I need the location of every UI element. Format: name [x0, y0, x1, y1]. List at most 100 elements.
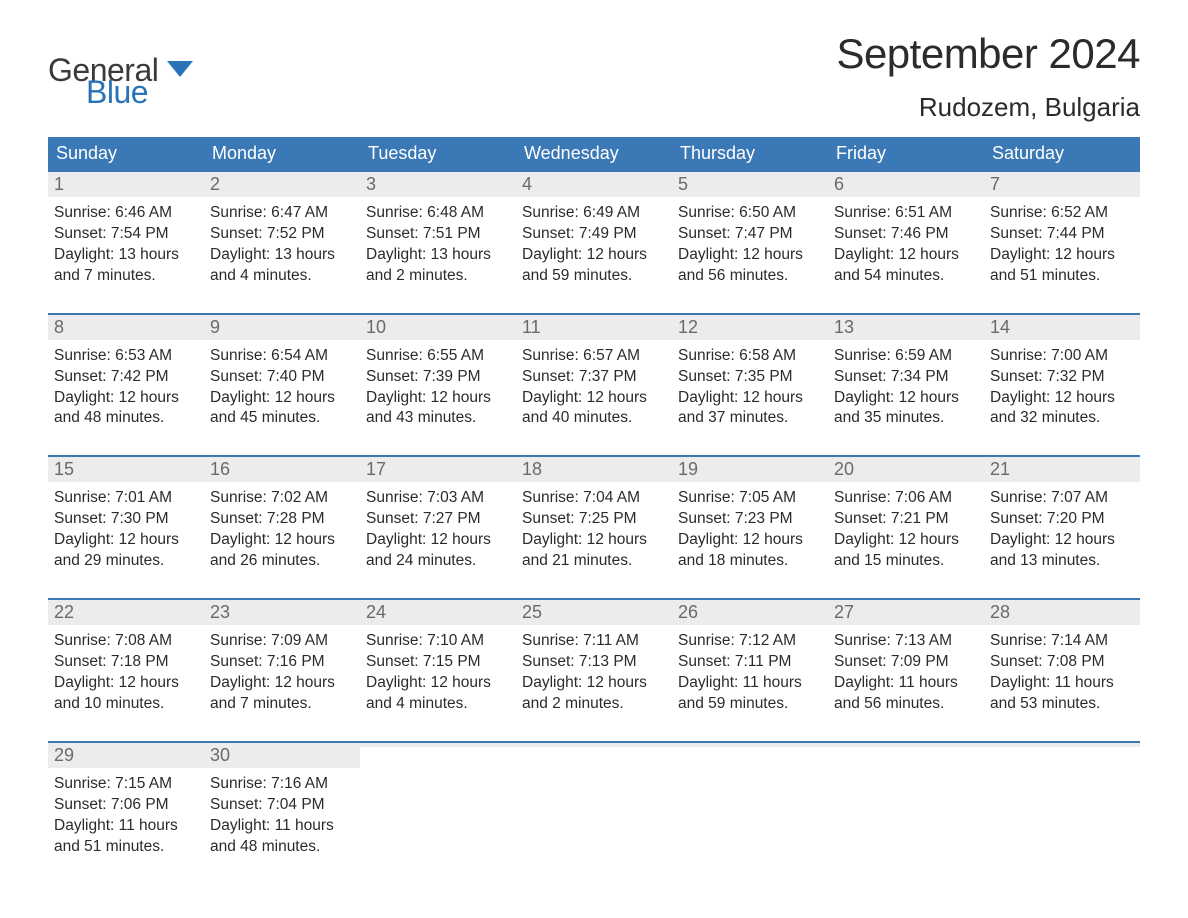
day-number: 23 — [210, 602, 230, 622]
day-number-row: 17 — [360, 457, 516, 482]
week-row: 29Sunrise: 7:15 AMSunset: 7:06 PMDayligh… — [48, 741, 1140, 866]
day-cell: 28Sunrise: 7:14 AMSunset: 7:08 PMDayligh… — [984, 600, 1140, 723]
day-cell: 23Sunrise: 7:09 AMSunset: 7:16 PMDayligh… — [204, 600, 360, 723]
day-body: Sunrise: 7:07 AMSunset: 7:20 PMDaylight:… — [984, 482, 1140, 580]
day-number-row: 28 — [984, 600, 1140, 625]
day-cell — [828, 743, 984, 866]
daylight-text: Daylight: 12 hours and 43 minutes. — [366, 388, 508, 430]
day-number-row: 24 — [360, 600, 516, 625]
sunset-text: Sunset: 7:44 PM — [990, 224, 1132, 245]
day-body: Sunrise: 6:52 AMSunset: 7:44 PMDaylight:… — [984, 197, 1140, 295]
sunrise-text: Sunrise: 6:57 AM — [522, 346, 664, 367]
day-cell — [360, 743, 516, 866]
day-number: 1 — [54, 174, 64, 194]
daylight-text: Daylight: 11 hours and 48 minutes. — [210, 816, 352, 858]
logo: General Blue — [48, 56, 193, 107]
daylight-text: Daylight: 12 hours and 37 minutes. — [678, 388, 820, 430]
day-body: Sunrise: 7:00 AMSunset: 7:32 PMDaylight:… — [984, 340, 1140, 438]
day-number-row: 21 — [984, 457, 1140, 482]
sunset-text: Sunset: 7:51 PM — [366, 224, 508, 245]
sunrise-text: Sunrise: 6:47 AM — [210, 203, 352, 224]
sunrise-text: Sunrise: 7:11 AM — [522, 631, 664, 652]
sunset-text: Sunset: 7:40 PM — [210, 367, 352, 388]
title-block: September 2024 Rudozem, Bulgaria — [836, 30, 1140, 123]
day-number-row: 26 — [672, 600, 828, 625]
sunrise-text: Sunrise: 7:00 AM — [990, 346, 1132, 367]
day-number: 16 — [210, 459, 230, 479]
dow-cell: Wednesday — [516, 137, 672, 170]
day-body: Sunrise: 7:15 AMSunset: 7:06 PMDaylight:… — [48, 768, 204, 866]
day-cell: 17Sunrise: 7:03 AMSunset: 7:27 PMDayligh… — [360, 457, 516, 580]
day-number-row: 27 — [828, 600, 984, 625]
day-cell: 19Sunrise: 7:05 AMSunset: 7:23 PMDayligh… — [672, 457, 828, 580]
day-body: Sunrise: 7:06 AMSunset: 7:21 PMDaylight:… — [828, 482, 984, 580]
day-cell: 29Sunrise: 7:15 AMSunset: 7:06 PMDayligh… — [48, 743, 204, 866]
sunrise-text: Sunrise: 6:59 AM — [834, 346, 976, 367]
day-number: 15 — [54, 459, 74, 479]
day-number-row: 18 — [516, 457, 672, 482]
daylight-text: Daylight: 12 hours and 48 minutes. — [54, 388, 196, 430]
day-number-row: 11 — [516, 315, 672, 340]
sunrise-text: Sunrise: 6:48 AM — [366, 203, 508, 224]
header: General Blue September 2024 Rudozem, Bul… — [48, 30, 1140, 123]
daylight-text: Daylight: 12 hours and 32 minutes. — [990, 388, 1132, 430]
sunset-text: Sunset: 7:42 PM — [54, 367, 196, 388]
day-number-row: 14 — [984, 315, 1140, 340]
sunrise-text: Sunrise: 7:06 AM — [834, 488, 976, 509]
day-cell: 5Sunrise: 6:50 AMSunset: 7:47 PMDaylight… — [672, 172, 828, 295]
day-number-row: 2 — [204, 172, 360, 197]
sunrise-text: Sunrise: 7:05 AM — [678, 488, 820, 509]
day-number: 26 — [678, 602, 698, 622]
day-number-row: 7 — [984, 172, 1140, 197]
daylight-text: Daylight: 12 hours and 18 minutes. — [678, 530, 820, 572]
day-body: Sunrise: 7:03 AMSunset: 7:27 PMDaylight:… — [360, 482, 516, 580]
day-cell: 11Sunrise: 6:57 AMSunset: 7:37 PMDayligh… — [516, 315, 672, 438]
day-body — [516, 747, 672, 761]
sunset-text: Sunset: 7:18 PM — [54, 652, 196, 673]
daylight-text: Daylight: 12 hours and 4 minutes. — [366, 673, 508, 715]
day-cell — [672, 743, 828, 866]
day-body — [828, 747, 984, 761]
day-number: 20 — [834, 459, 854, 479]
day-number-row: 22 — [48, 600, 204, 625]
sunrise-text: Sunrise: 7:14 AM — [990, 631, 1132, 652]
day-number-row: 20 — [828, 457, 984, 482]
sunset-text: Sunset: 7:30 PM — [54, 509, 196, 530]
day-body: Sunrise: 7:12 AMSunset: 7:11 PMDaylight:… — [672, 625, 828, 723]
day-number-row: 23 — [204, 600, 360, 625]
day-cell: 30Sunrise: 7:16 AMSunset: 7:04 PMDayligh… — [204, 743, 360, 866]
week-row: 15Sunrise: 7:01 AMSunset: 7:30 PMDayligh… — [48, 455, 1140, 580]
day-number-row: 25 — [516, 600, 672, 625]
dow-cell: Thursday — [672, 137, 828, 170]
week-row: 8Sunrise: 6:53 AMSunset: 7:42 PMDaylight… — [48, 313, 1140, 438]
daylight-text: Daylight: 12 hours and 13 minutes. — [990, 530, 1132, 572]
week-row: 22Sunrise: 7:08 AMSunset: 7:18 PMDayligh… — [48, 598, 1140, 723]
day-body: Sunrise: 6:59 AMSunset: 7:34 PMDaylight:… — [828, 340, 984, 438]
week-row: 1Sunrise: 6:46 AMSunset: 7:54 PMDaylight… — [48, 170, 1140, 295]
day-number: 28 — [990, 602, 1010, 622]
daylight-text: Daylight: 12 hours and 56 minutes. — [678, 245, 820, 287]
day-number: 25 — [522, 602, 542, 622]
daylight-text: Daylight: 12 hours and 29 minutes. — [54, 530, 196, 572]
sunset-text: Sunset: 7:49 PM — [522, 224, 664, 245]
day-number: 13 — [834, 317, 854, 337]
day-number-row: 13 — [828, 315, 984, 340]
day-number-row: 16 — [204, 457, 360, 482]
day-body: Sunrise: 7:04 AMSunset: 7:25 PMDaylight:… — [516, 482, 672, 580]
sunset-text: Sunset: 7:13 PM — [522, 652, 664, 673]
sunset-text: Sunset: 7:16 PM — [210, 652, 352, 673]
day-body: Sunrise: 6:57 AMSunset: 7:37 PMDaylight:… — [516, 340, 672, 438]
daylight-text: Daylight: 11 hours and 51 minutes. — [54, 816, 196, 858]
sunset-text: Sunset: 7:28 PM — [210, 509, 352, 530]
dow-cell: Monday — [204, 137, 360, 170]
sunrise-text: Sunrise: 7:16 AM — [210, 774, 352, 795]
sunset-text: Sunset: 7:32 PM — [990, 367, 1132, 388]
day-body: Sunrise: 7:02 AMSunset: 7:28 PMDaylight:… — [204, 482, 360, 580]
day-cell: 3Sunrise: 6:48 AMSunset: 7:51 PMDaylight… — [360, 172, 516, 295]
day-number: 9 — [210, 317, 220, 337]
day-cell: 8Sunrise: 6:53 AMSunset: 7:42 PMDaylight… — [48, 315, 204, 438]
day-number-row: 4 — [516, 172, 672, 197]
day-number-row: 3 — [360, 172, 516, 197]
daylight-text: Daylight: 12 hours and 21 minutes. — [522, 530, 664, 572]
day-body: Sunrise: 6:47 AMSunset: 7:52 PMDaylight:… — [204, 197, 360, 295]
